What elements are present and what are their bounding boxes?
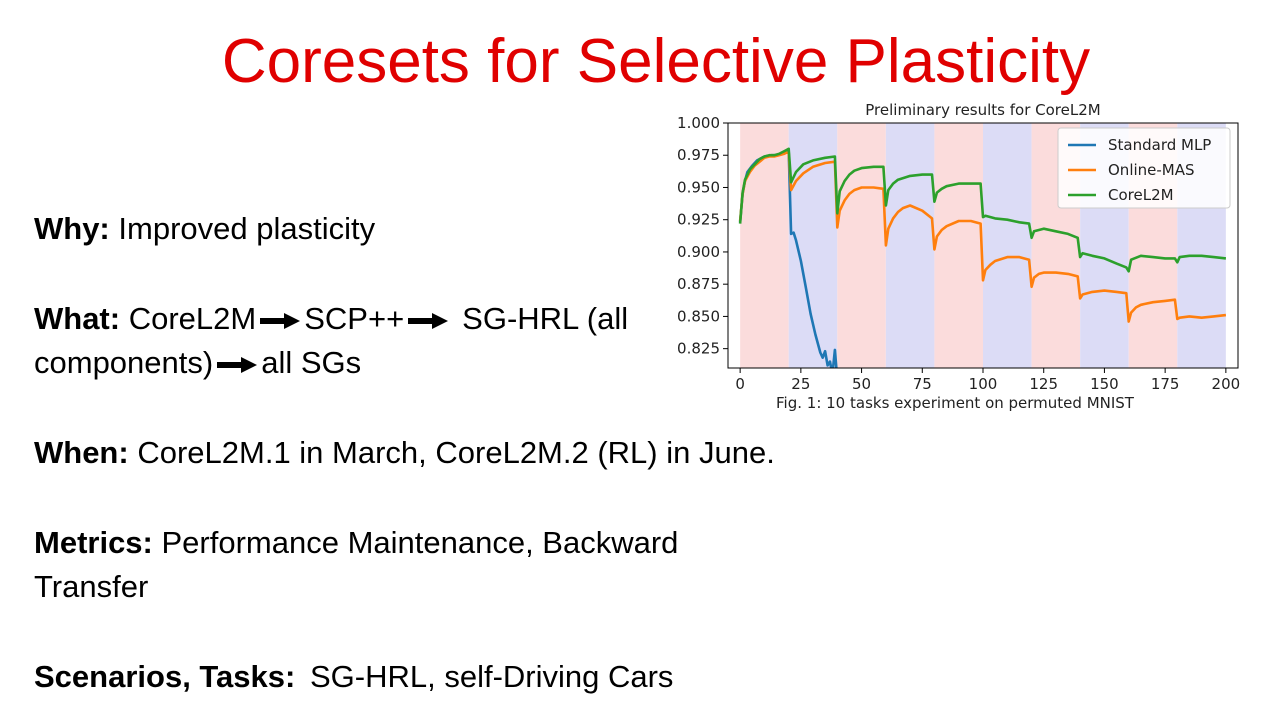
legend-box	[1057, 127, 1231, 209]
scenarios-bullet: Scenarios, Tasks: SG-HRL, self-Driving C…	[34, 655, 673, 699]
what-item-all-sgs: all SGs	[261, 345, 362, 380]
metrics-text: Performance Maintenance, Backward Transf…	[34, 525, 679, 604]
y-tick-label: 0.900	[677, 243, 720, 261]
y-tick-label: 0.875	[677, 275, 720, 293]
when-bullet: When: CoreL2M.1 in March, CoreL2M.2 (RL)…	[34, 431, 775, 475]
scenarios-text: SG-HRL, self-Driving Cars	[309, 659, 674, 694]
what-label: What:	[34, 301, 121, 336]
when-label: When:	[34, 435, 129, 470]
task-band-6	[983, 123, 1032, 368]
y-tick-label: 0.825	[677, 340, 720, 358]
slide-title: Coresets for Selective Plasticity	[221, 27, 1091, 96]
y-tick-label: 0.950	[677, 178, 720, 196]
what-item-sghrl-cont: components)	[34, 345, 214, 380]
chart-title: Preliminary results for CoreL2M	[865, 101, 1100, 119]
x-tick-label: 100	[969, 375, 998, 393]
right-arrow-icon	[217, 356, 258, 373]
what-item-sghrl: SG-HRL (all	[462, 301, 629, 336]
x-tick-label: 200	[1212, 375, 1241, 393]
why-label: Why:	[34, 211, 110, 246]
chart-caption: Fig. 1: 10 tasks experiment on permuted …	[776, 394, 1135, 412]
scenarios-label: Scenarios, Tasks:	[34, 659, 296, 694]
what-bullet: What: CoreL2M SCP++ SG-HRL (all	[34, 297, 628, 341]
what-item-scp: SCP++	[304, 301, 405, 336]
x-tick-label: 50	[852, 375, 871, 393]
task-band-5	[934, 123, 983, 368]
task-band-3	[837, 123, 886, 368]
x-tick-label: 125	[1029, 375, 1058, 393]
results-chart: 0 25 50 75 100 125 150 175 200 0.825 0.850 0.875 0.9…	[677, 101, 1241, 412]
y-tick-label: 0.850	[677, 307, 720, 325]
legend-label: CoreL2M	[1108, 186, 1174, 204]
when-text: CoreL2M.1 in March, CoreL2M.2 (RL) in Ju…	[137, 435, 775, 470]
x-tick-label: 25	[791, 375, 810, 393]
x-tick-label: 75	[913, 375, 932, 393]
why-text: Improved plasticity	[118, 211, 376, 246]
series-line-corel2m	[738, 147, 1227, 273]
what-bullet-continued: components) all SGs	[34, 341, 361, 385]
legend-label: Online-MAS	[1108, 161, 1195, 179]
why-bullet: Why: Improved plasticity	[34, 207, 375, 251]
x-tick-label: 0	[735, 375, 745, 393]
legend-label: Standard MLP	[1108, 136, 1211, 154]
task-band-1	[740, 123, 789, 368]
metrics-label: Metrics:	[34, 525, 153, 560]
right-arrow-icon	[408, 312, 449, 329]
x-tick-label: 150	[1090, 375, 1119, 393]
metrics-bullet: Metrics: Performance Maintenance, Backwa…	[34, 521, 754, 609]
y-tick-label: 0.975	[677, 146, 720, 164]
right-arrow-icon	[260, 312, 301, 329]
y-tick-label: 1.000	[677, 114, 720, 132]
x-tick-label: 175	[1151, 375, 1180, 393]
what-item-corel2m: CoreL2M	[128, 301, 257, 336]
task-band-4	[885, 123, 935, 368]
y-tick-label: 0.925	[677, 211, 720, 229]
